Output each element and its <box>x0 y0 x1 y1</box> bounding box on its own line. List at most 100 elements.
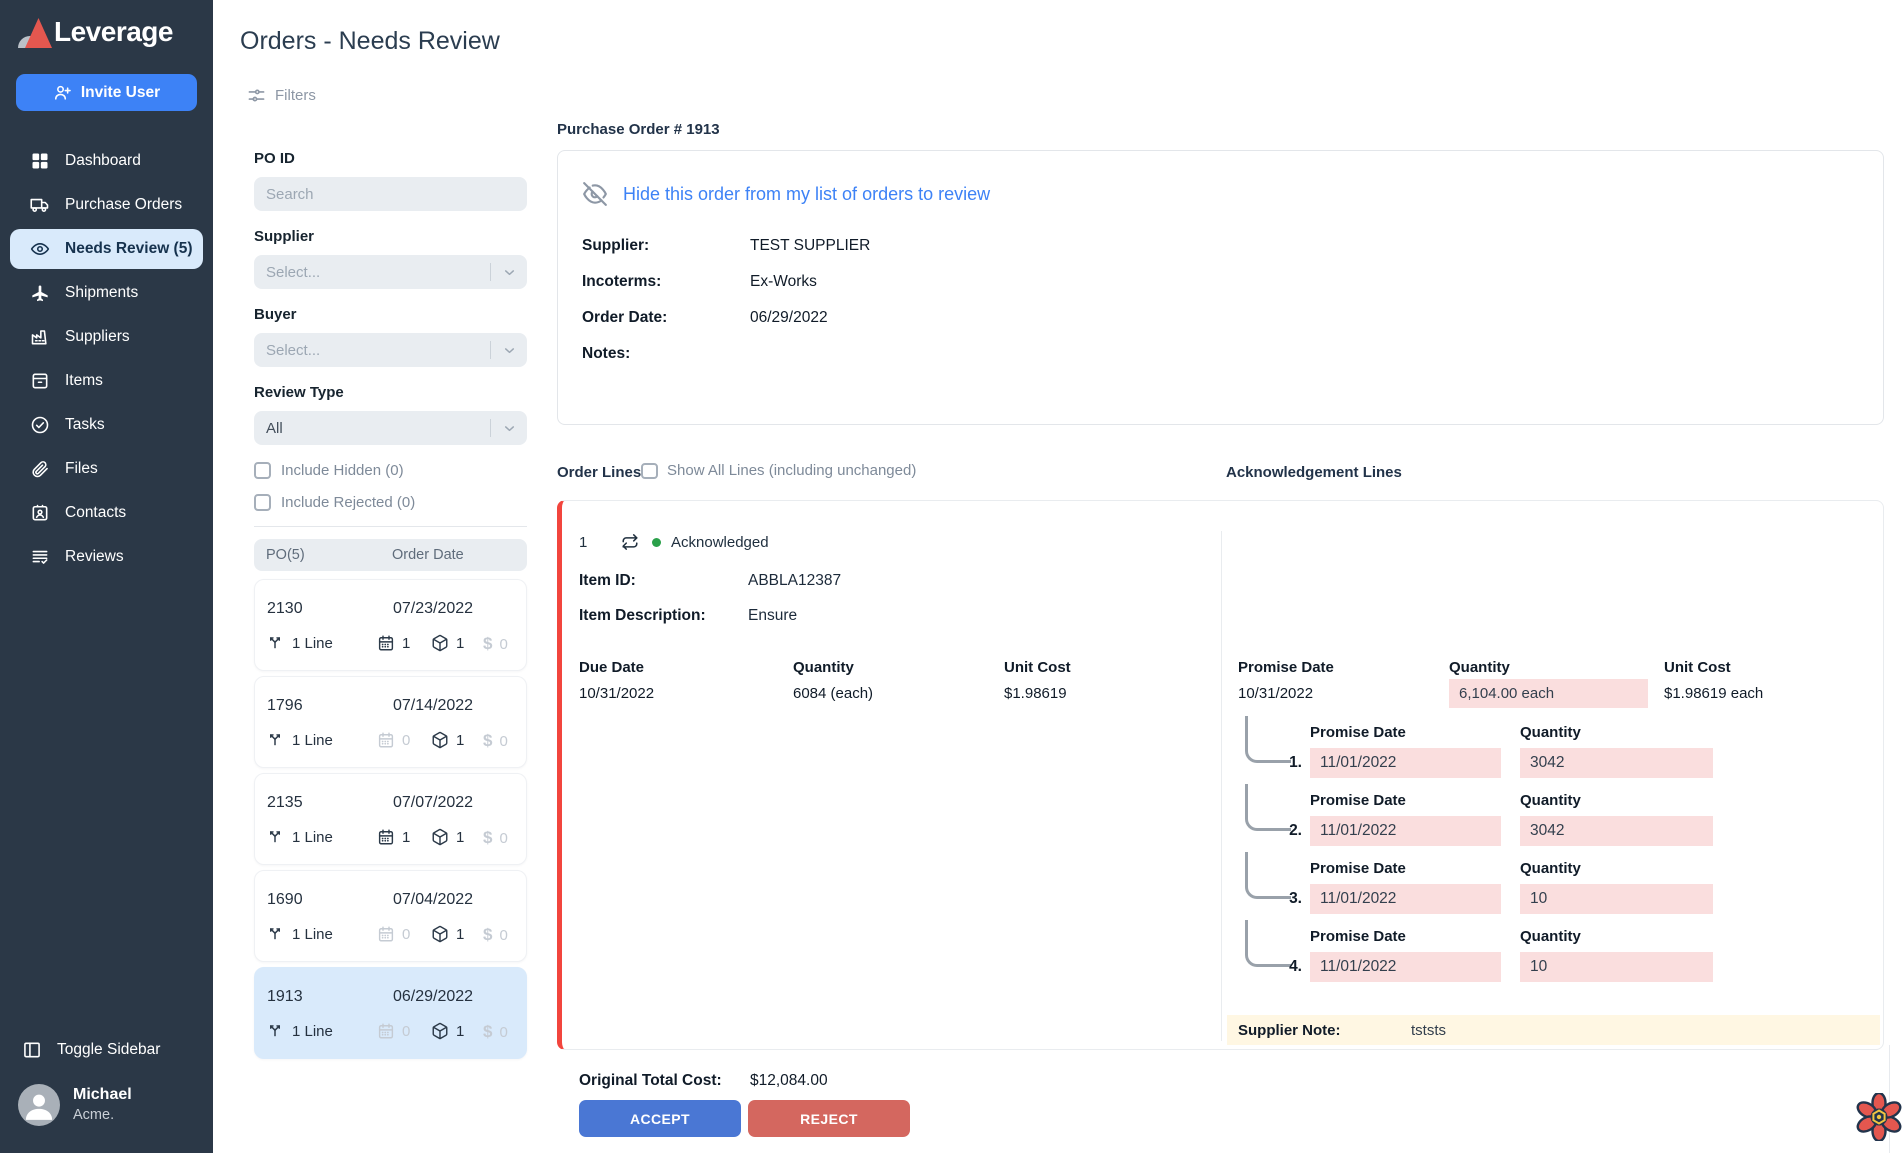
promise-date-input[interactable]: 11/01/2022 <box>1310 748 1501 778</box>
dollar-stat: $ 0 <box>483 634 508 653</box>
contact-card-icon <box>30 503 50 523</box>
sidebar: Leverage Invite User Dashboard Purchase … <box>0 0 213 1153</box>
promise-date-input[interactable]: 11/01/2022 <box>1310 884 1501 914</box>
buyer-select[interactable]: Select... <box>254 333 527 367</box>
brand-logo: Leverage <box>18 16 173 48</box>
calendar-icon <box>377 828 395 846</box>
po-card[interactable]: 1796 07/14/2022 1 Line 0 1 <box>254 676 527 768</box>
reject-button[interactable]: REJECT <box>748 1100 910 1137</box>
sidebar-item-shipments[interactable]: Shipments <box>0 271 213 315</box>
po-id: 2130 <box>267 600 303 617</box>
sub-line-number: 3. <box>1289 890 1302 907</box>
include-rejected-checkbox[interactable] <box>254 494 271 511</box>
status-dot <box>652 537 661 547</box>
po-card[interactable]: 2130 07/23/2022 1 Line 1 1 <box>254 579 527 671</box>
quantity-input[interactable]: 3042 <box>1520 816 1713 846</box>
incoterms-value: Ex-Works <box>750 273 817 290</box>
supplier-select[interactable]: Select... <box>254 255 527 289</box>
sidebar-item-suppliers[interactable]: Suppliers <box>0 315 213 359</box>
promise-date-input[interactable]: 11/01/2022 <box>1310 816 1501 846</box>
toggle-sidebar-button[interactable]: Toggle Sidebar <box>22 1040 160 1060</box>
field-label: Notes: <box>582 345 631 362</box>
po-id: 1796 <box>267 697 303 714</box>
po-id: 2135 <box>267 794 303 811</box>
line-count-stat: 1 Line <box>267 828 333 846</box>
branch-icon <box>267 925 285 943</box>
sidebar-item-items[interactable]: Items <box>0 359 213 403</box>
user-org: Acme. <box>73 1107 115 1124</box>
ack-promise-date-value: 10/31/2022 <box>1238 685 1314 702</box>
ack-quantity-input[interactable]: 6,104.00 each <box>1449 679 1648 708</box>
po-id-label: PO ID <box>254 150 295 167</box>
sidebar-item-needs-review[interactable]: Needs Review (5) <box>10 229 203 269</box>
package-stat: 1 <box>431 925 464 943</box>
calendar-icon <box>377 925 395 943</box>
show-all-lines-checkbox-row[interactable]: Show All Lines (including unchanged) <box>641 462 916 479</box>
include-hidden-checkbox[interactable] <box>254 462 271 479</box>
review-type-select[interactable]: All <box>254 411 527 445</box>
calendar-stat: 0 <box>377 925 410 943</box>
sidebar-item-files[interactable]: Files <box>0 447 213 491</box>
calendar-icon <box>377 731 395 749</box>
dashboard-icon <box>30 151 50 171</box>
po-order-date: 07/04/2022 <box>393 891 474 908</box>
po-card[interactable]: 1913 06/29/2022 1 Line 0 1 <box>254 967 527 1059</box>
buyer-label: Buyer <box>254 306 297 323</box>
ack-unit-cost-header: Unit Cost <box>1664 659 1731 676</box>
show-all-lines-checkbox[interactable] <box>641 462 658 479</box>
sidebar-item-tasks[interactable]: Tasks <box>0 403 213 447</box>
ack-sub-line: Promise Date Quantity 1. 11/01/2022 3042 <box>562 716 1883 784</box>
supplier-note-value: tststs <box>1411 1021 1447 1039</box>
calendar-stat: 1 <box>377 828 410 846</box>
hide-order-link[interactable]: Hide this order from my list of orders t… <box>582 181 990 207</box>
ack-quantity-header: Quantity <box>1449 659 1510 676</box>
quantity-input[interactable]: 10 <box>1520 952 1713 982</box>
avatar <box>18 1084 60 1126</box>
quantity-input[interactable]: 3042 <box>1520 748 1713 778</box>
po-card[interactable]: 1690 07/04/2022 1 Line 0 1 <box>254 870 527 962</box>
promise-date-input[interactable]: 11/01/2022 <box>1310 952 1501 982</box>
po-card[interactable]: 2135 07/07/2022 1 Line 1 1 <box>254 773 527 865</box>
sidebar-item-reviews[interactable]: Reviews <box>0 535 213 579</box>
order-lines-title: Order Lines <box>557 464 642 481</box>
quantity-value: 6084 (each) <box>793 685 874 702</box>
user-profile[interactable]: Michael Acme. <box>18 1084 132 1126</box>
line-count-stat: 1 Line <box>267 634 333 652</box>
accept-button[interactable]: ACCEPT <box>579 1100 741 1137</box>
line-count-stat: 1 Line <box>267 731 333 749</box>
filters-toggle[interactable]: Filters <box>247 86 316 105</box>
page-title: Orders - Needs Review <box>240 27 500 55</box>
dollar-stat: $ 0 <box>483 925 508 944</box>
dollar-icon: $ <box>483 634 493 653</box>
quantity-input[interactable]: 10 <box>1520 884 1713 914</box>
branch-icon <box>267 828 285 846</box>
sidebar-item-purchase-orders[interactable]: Purchase Orders <box>0 183 213 227</box>
po-order-date: 07/14/2022 <box>393 697 474 714</box>
po-id-search-input[interactable] <box>254 177 527 211</box>
branch-icon <box>267 731 285 749</box>
invite-user-icon <box>53 83 72 102</box>
ack-sub-line: Promise Date Quantity 3. 11/01/2022 10 <box>562 852 1883 920</box>
item-id-value: ABBLA12387 <box>748 572 842 589</box>
chevron-down-icon <box>502 421 517 436</box>
purchase-order-heading: Purchase Order # 1913 <box>557 121 720 138</box>
sidebar-item-contacts[interactable]: Contacts <box>0 491 213 535</box>
sidebar-menu: Dashboard Purchase Orders Needs Review (… <box>0 139 213 579</box>
cursor-flower-icon <box>1855 1093 1903 1141</box>
line-count-stat: 1 Line <box>267 1022 333 1040</box>
package-icon <box>431 925 449 943</box>
po-id: 1690 <box>267 891 303 908</box>
item-info: Item ID: ABBLA12387 Item Description: En… <box>579 572 842 624</box>
eye-off-icon <box>582 181 608 207</box>
sidebar-panel-icon <box>22 1040 42 1060</box>
plane-icon <box>30 283 50 303</box>
po-list-header: PO(5) Order Date <box>254 539 527 571</box>
invite-user-button[interactable]: Invite User <box>16 74 197 111</box>
include-hidden-checkbox-row[interactable]: Include Hidden (0) <box>254 462 527 479</box>
include-rejected-checkbox-row[interactable]: Include Rejected (0) <box>254 494 527 511</box>
field-label: Order Date: <box>582 309 668 326</box>
check-circle-icon <box>30 415 50 435</box>
package-icon <box>431 1022 449 1040</box>
sidebar-item-dashboard[interactable]: Dashboard <box>0 139 213 183</box>
connector-line <box>1245 784 1291 831</box>
